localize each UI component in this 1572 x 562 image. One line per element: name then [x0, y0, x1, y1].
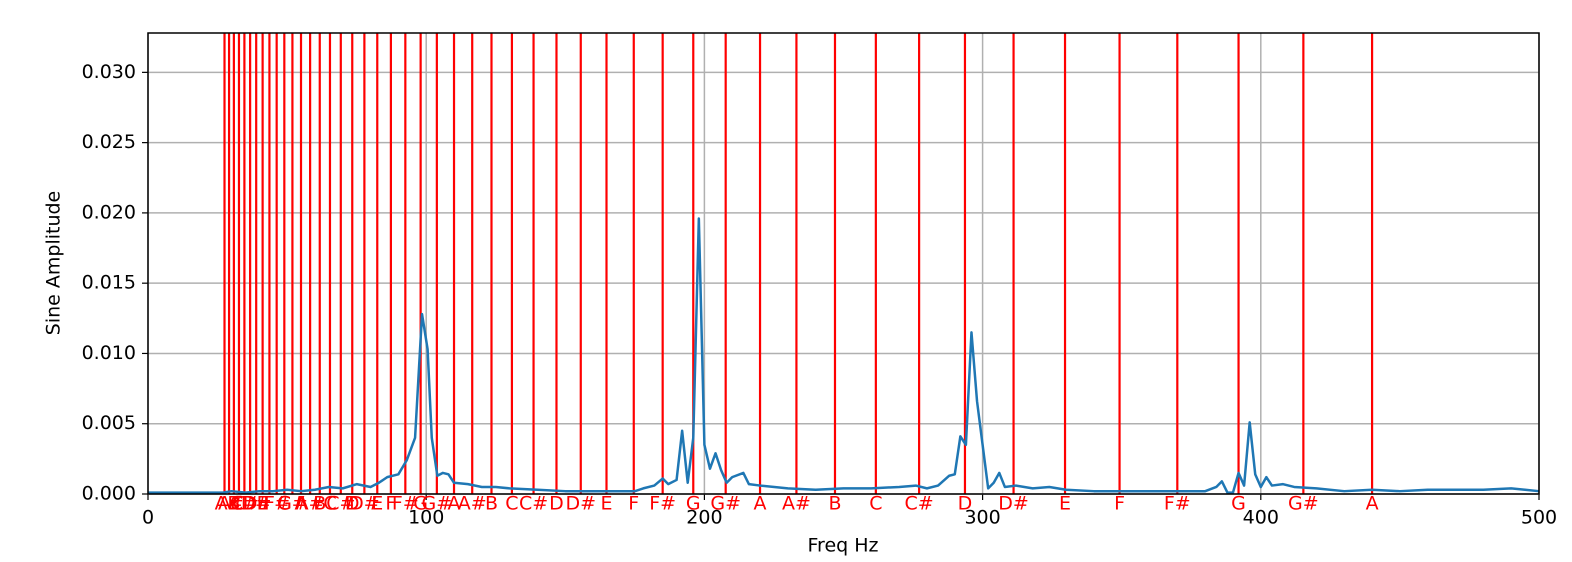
note-label: G: [413, 493, 428, 515]
note-label: D#: [565, 493, 596, 515]
note-label: A#: [296, 493, 325, 515]
note-label: G: [1231, 493, 1246, 515]
note-label: D: [958, 493, 973, 515]
note-label: E: [1059, 493, 1071, 515]
note-label: C: [323, 493, 336, 515]
note-label: G#: [277, 493, 308, 515]
y-tick-label: 0.005: [82, 412, 136, 434]
note-label: A: [218, 493, 231, 515]
note-label: F: [628, 493, 639, 515]
x-axis-label: Freq Hz: [808, 535, 879, 557]
note-label: F#: [1164, 493, 1191, 515]
note-label: F#: [263, 493, 290, 515]
note-label: A#: [782, 493, 811, 515]
note-label: G#: [1288, 493, 1319, 515]
note-label: D: [549, 493, 564, 515]
plot-frame: [147, 32, 1540, 495]
note-label: B: [313, 493, 326, 515]
x-tick-label: 400: [1243, 507, 1279, 529]
note-label: G: [686, 493, 701, 515]
note-label: B: [227, 493, 240, 515]
note-label: D: [345, 493, 360, 515]
note-label: G#: [422, 493, 453, 515]
note-label: B: [485, 493, 498, 515]
x-tick-label: 0: [142, 507, 154, 529]
y-tick-label: 0.030: [82, 61, 136, 83]
y-tick-label: 0.025: [82, 131, 136, 153]
y-tick-label: 0.000: [82, 483, 136, 505]
note-label: F: [264, 493, 275, 515]
note-label: C#: [326, 493, 355, 515]
note-label: A: [1366, 493, 1379, 515]
note-label: A#: [215, 493, 244, 515]
spectrum-line: [148, 217, 1540, 494]
note-label: E: [600, 493, 612, 515]
note-label: A: [754, 493, 767, 515]
note-label: F#: [392, 493, 419, 515]
x-tick-label: 500: [1521, 507, 1557, 529]
y-axis-label: Sine Amplitude: [43, 191, 65, 335]
y-tick-label: 0.015: [82, 272, 136, 294]
note-label: C: [505, 493, 518, 515]
note-label: A: [295, 493, 308, 515]
note-label: C#: [230, 493, 259, 515]
note-label: C#: [905, 493, 934, 515]
note-label: D#: [241, 493, 272, 515]
y-tick-label: 0.010: [82, 342, 136, 364]
note-label: E: [257, 493, 269, 515]
x-tick-label: 300: [964, 507, 1000, 529]
note-label: F: [385, 493, 396, 515]
note-label: D#: [349, 493, 380, 515]
note-label: G: [277, 493, 292, 515]
note-label: A#: [458, 493, 487, 515]
note-label: E: [371, 493, 383, 515]
y-tick-label: 0.020: [82, 201, 136, 223]
note-label: C#: [519, 493, 548, 515]
note-label: D#: [998, 493, 1029, 515]
note-label: G#: [710, 493, 741, 515]
x-tick-label: 200: [686, 507, 722, 529]
note-label: B: [828, 493, 841, 515]
note-label: C: [869, 493, 882, 515]
note-label: D: [243, 493, 258, 515]
note-label: C: [232, 493, 245, 515]
note-label: F#: [649, 493, 676, 515]
note-label: A: [448, 493, 461, 515]
x-tick-label: 100: [408, 507, 444, 529]
note-label: F: [1114, 493, 1125, 515]
